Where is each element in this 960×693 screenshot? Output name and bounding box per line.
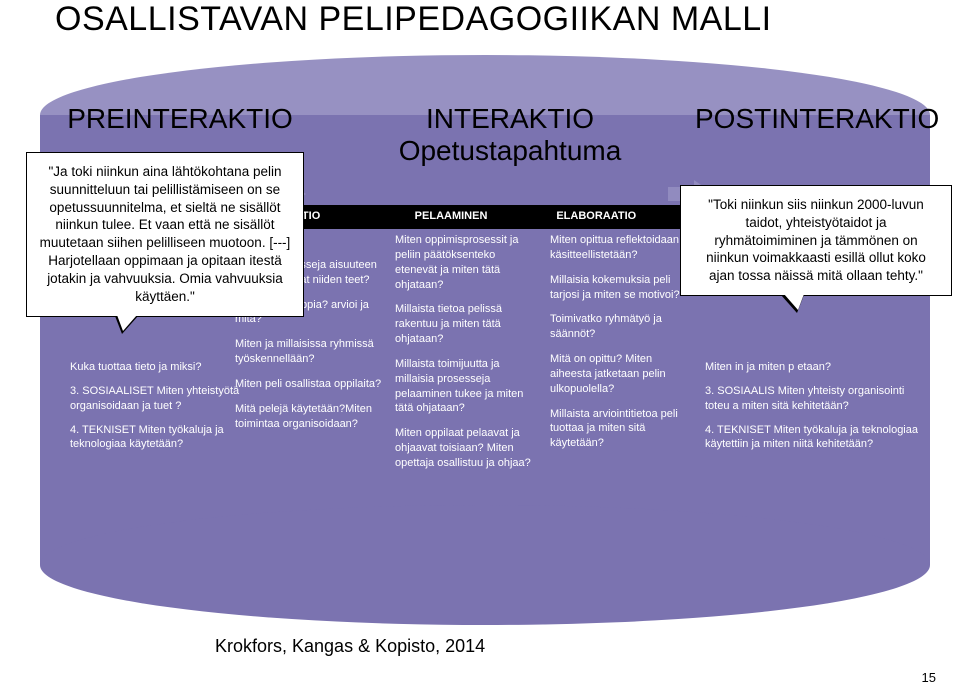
column-pelaaminen: Miten oppimisprosessit ja peliin päätöks…: [395, 233, 540, 481]
right-peek-text: Miten in ja miten p etaan? 3. SOSIAALIS …: [705, 360, 920, 461]
speech-bubble-pre: "Ja toki niinkun aina lähtökohtana pelin…: [26, 152, 304, 317]
col-text: Toimivatko ryhmätyö ja säännöt?: [550, 312, 695, 342]
col-text: Miten oppilaat pelaavat ja ohjaavat tois…: [395, 426, 540, 471]
speech-bubble-post: "Toki niinkun siis niinkun 2000-luvun ta…: [680, 185, 952, 296]
cylinder-bottom: [40, 505, 930, 625]
col-text: Millaista tietoa pelissä rakentuu ja mit…: [395, 302, 540, 347]
col-text: Mitä on opittu? Miten aiheesta jatketaan…: [550, 352, 695, 397]
peek-item: 3. SOSIAALIS Miten yhteisty organisointi…: [705, 384, 920, 414]
col-header-pelaaminen: PELAAMINEN: [407, 205, 549, 229]
peek-item: Miten in ja miten p etaan?: [705, 360, 920, 375]
col-header-elaboraatio: ELABORAATIO: [548, 205, 690, 229]
page-number: 15: [922, 670, 936, 685]
col-text: Millaista arviointitietoa peli tuottaa j…: [550, 407, 695, 452]
phase-int-line1: INTERAKTIO: [426, 103, 594, 134]
col-text: Millaisia kokemuksia peli tarjosi ja mit…: [550, 273, 695, 303]
peek-item: 4. TEKNISET Miten työkaluja ja teknologi…: [705, 423, 920, 453]
col-text: Miten opittua reflektoidaan ja käsitteel…: [550, 233, 695, 263]
peek-item: 3. SOSIAALISET Miten yhteistyötä organis…: [70, 384, 265, 414]
left-peek-text: Kuka tuottaa tieto ja miksi? 3. SOSIAALI…: [70, 360, 265, 461]
citation: Krokfors, Kangas & Kopisto, 2014: [215, 636, 485, 657]
col-text: Millaista toimijuutta ja millaisia prose…: [395, 357, 540, 416]
peek-item: 4. TEKNISET Miten työkaluja ja teknologi…: [70, 423, 265, 453]
phase-interaktio: INTERAKTIO Opetustapahtuma: [360, 103, 660, 167]
column-elaboraatio: Miten opittua reflektoidaan ja käsitteel…: [550, 233, 695, 461]
phase-pre-line1: PREINTERAKTIO: [67, 103, 293, 134]
col-text: Miten oppimisprosessit ja peliin päätöks…: [395, 233, 540, 292]
peek-item: Kuka tuottaa tieto ja miksi?: [70, 360, 265, 375]
page-title: OSALLISTAVAN PELIPEDAGOGIIKAN MALLI: [0, 0, 960, 39]
diagram-stage: PREINTERAKTIO INTERAKTIO Opetustapahtuma…: [40, 55, 930, 610]
column-header-bar: NTAATIO PELAAMINEN ELABORAATIO: [265, 205, 690, 229]
phase-post-line1: POSTINTERAKTIO: [695, 103, 939, 134]
phase-int-line2: Opetustapahtuma: [399, 135, 622, 166]
phase-postinteraktio: POSTINTERAKTIO: [695, 103, 935, 135]
phase-preinteraktio: PREINTERAKTIO: [55, 103, 305, 135]
